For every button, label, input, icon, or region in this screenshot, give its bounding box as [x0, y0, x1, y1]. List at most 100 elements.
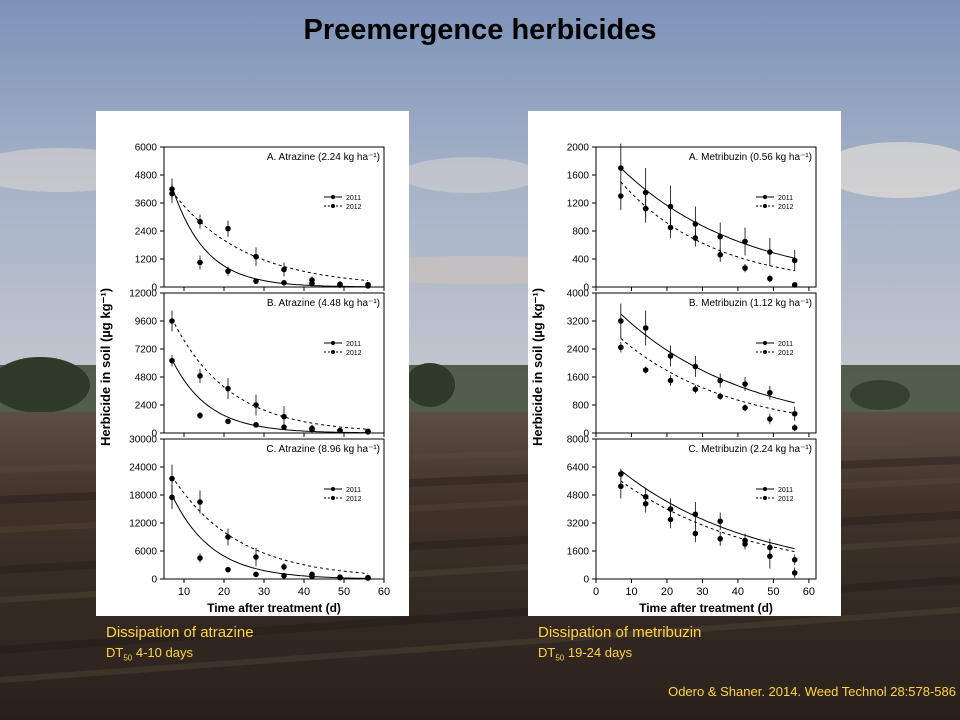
- y-tick-label: 12000: [129, 519, 157, 530]
- y-tick-label: 6000: [135, 143, 158, 154]
- data-point-2012: [742, 405, 748, 411]
- y-axis-label: Herbicide in soil (µg kg⁻¹): [530, 288, 545, 446]
- x-axis-label: Time after treatment (d): [639, 601, 773, 615]
- legend-label: 2011: [346, 341, 361, 348]
- data-point-2012: [767, 275, 773, 282]
- citation: Odero & Shaner. 2014. Weed Technol 28:57…: [668, 684, 956, 699]
- fit-curve-2011: [171, 494, 369, 579]
- legend-marker: [331, 487, 335, 491]
- data-point-2012: [642, 500, 649, 507]
- x-tick-label: 40: [298, 586, 310, 598]
- legend-marker: [763, 350, 767, 354]
- data-point-2011: [281, 424, 287, 430]
- y-tick-label: 6000: [135, 547, 158, 558]
- y-axis-label: Herbicide in soil (µg kg⁻¹): [98, 288, 113, 446]
- data-point-2011: [791, 257, 798, 264]
- data-point-2011: [197, 412, 203, 419]
- data-point-2012: [197, 499, 203, 505]
- legend-label: 2011: [346, 195, 361, 202]
- data-point-2011: [692, 221, 699, 227]
- data-point-2012: [742, 541, 748, 547]
- data-point-2012: [309, 425, 315, 432]
- data-point-2012: [742, 265, 748, 271]
- legend-marker: [763, 341, 767, 345]
- metribuzin-figure: 0 400 800 1200 1600 2000 A. Metribuzin (0.56 k…: [528, 111, 841, 616]
- data-point-2012: [197, 218, 203, 225]
- x-tick-label: 60: [378, 586, 390, 598]
- x-tick-label: 0: [593, 586, 599, 598]
- legend-label: 2011: [778, 341, 793, 348]
- data-point-2012: [642, 367, 649, 373]
- fit-curve-2012: [620, 338, 795, 414]
- data-point-2012: [253, 554, 259, 560]
- x-axis-label: Time after treatment (d): [207, 601, 341, 615]
- legend-label: 2012: [778, 204, 794, 211]
- data-point-2012: [281, 564, 287, 570]
- data-point-2011: [281, 280, 287, 286]
- data-point-2011: [667, 203, 674, 210]
- panel-1: 0 400 800 1200 1600 2000 A. Metribuzin (0.56 k…: [567, 143, 817, 294]
- y-tick-label: 4800: [135, 373, 158, 384]
- legend-marker: [331, 195, 335, 199]
- data-point-2011: [791, 556, 798, 563]
- data-point-2012: [197, 373, 203, 379]
- y-tick-label: 3200: [567, 519, 590, 530]
- data-point-2012: [365, 428, 371, 435]
- data-point-2012: [667, 224, 674, 231]
- fit-curve-2012: [620, 181, 795, 272]
- data-point-2011: [767, 389, 773, 396]
- data-point-2011: [642, 189, 649, 196]
- data-point-2011: [225, 418, 231, 425]
- legend-label: 2012: [346, 496, 362, 503]
- legend-label: 2011: [346, 487, 361, 494]
- panel-2: 0 2400 4800 7200 9600 12000 B. Atrazine (4.48 …: [129, 289, 385, 440]
- fit-curve-2012: [171, 318, 369, 430]
- data-point-2012: [692, 235, 699, 241]
- data-point-2012: [717, 535, 723, 542]
- caption-atrazine-dt50: DT50 4-10 days: [106, 645, 193, 663]
- data-point-2012: [281, 266, 287, 273]
- legend-marker: [331, 341, 335, 345]
- data-point-2012: [642, 205, 649, 212]
- y-tick-label: 0: [583, 575, 589, 586]
- x-tick-label: 30: [258, 586, 270, 598]
- fit-curve-2011: [620, 167, 795, 259]
- panel-1: 0 1200 2400 3600 4800 6000 A. Atrazine (2.24 k…: [135, 143, 385, 294]
- data-point-2012: [767, 416, 773, 422]
- legend-label: 2012: [346, 350, 362, 357]
- dt-value: 4-10 days: [132, 645, 193, 660]
- data-point-2011: [169, 494, 175, 501]
- fit-curve-2011: [171, 186, 368, 288]
- data-point-2011: [667, 353, 674, 359]
- data-point-2012: [791, 570, 798, 576]
- x-tick-label: 50: [338, 586, 350, 598]
- legend-marker: [763, 496, 767, 500]
- data-point-2012: [667, 377, 674, 384]
- y-tick-label: 1600: [567, 373, 590, 384]
- data-point-2012: [309, 571, 315, 578]
- y-tick-label: 4800: [567, 491, 590, 502]
- panel-label: A. Metribuzin (0.56 kg ha⁻¹): [689, 152, 812, 163]
- data-point-2011: [717, 233, 723, 240]
- y-tick-label: 6400: [567, 463, 590, 474]
- x-tick-label: 50: [767, 586, 779, 598]
- fit-curve-2011: [620, 470, 795, 550]
- y-tick-label: 0: [583, 429, 589, 440]
- y-tick-label: 1200: [135, 255, 158, 266]
- panel-label: B. Atrazine (4.48 kg ha⁻¹): [267, 298, 380, 309]
- data-point-2012: [225, 385, 231, 392]
- panel-label: B. Metribuzin (1.12 kg ha⁻¹): [689, 298, 812, 309]
- data-point-2011: [642, 325, 649, 331]
- x-tick-label: 20: [661, 586, 673, 598]
- y-tick-label: 1200: [567, 199, 590, 210]
- panel-3: 0 6000 12000 18000 24000 30000 C. Atrazine (8.…: [129, 435, 385, 586]
- data-point-2012: [717, 252, 723, 258]
- data-point-2012: [253, 402, 259, 408]
- data-point-2011: [225, 268, 231, 274]
- x-tick-label: 40: [732, 586, 744, 598]
- data-point-2012: [667, 516, 674, 523]
- y-tick-label: 400: [572, 255, 589, 266]
- panel-label: A. Atrazine (2.24 kg ha⁻¹): [267, 152, 380, 163]
- legend-label: 2012: [778, 496, 794, 503]
